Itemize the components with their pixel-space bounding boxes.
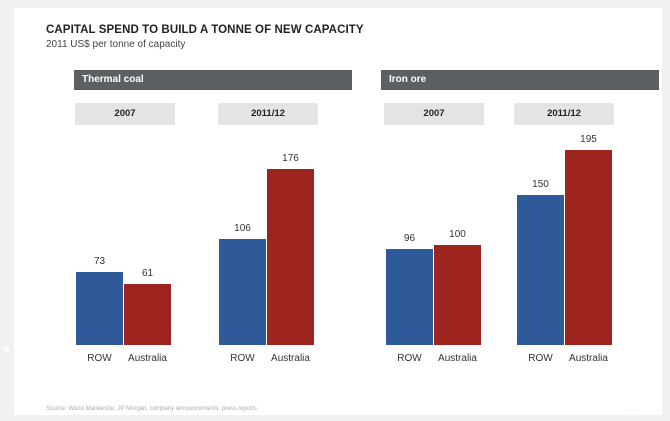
bar-value-label-1-1-0: 150 [532,179,549,190]
category-label-1-0-0: ROW [397,353,422,364]
period-label-thermal-2007: 2007 [75,103,175,125]
watermark-stamp: ··· [628,408,634,414]
bar-1-1-1 [565,150,612,345]
period-label-thermal-2011: 2011/12 [218,103,318,125]
bar-value-label-0-1-0: 106 [234,223,251,234]
category-label-0-1-0: ROW [230,353,255,364]
bar-value-label-1-0-0: 96 [404,233,416,244]
category-label-0-0-0: ROW [87,353,112,364]
category-label-0-1-1: Australia [271,353,310,364]
bar-value-label-0-0-0: 73 [94,256,106,267]
bar-1-0-0 [386,249,433,345]
category-label-1-1-1: Australia [569,353,608,364]
bar-value-label-1-0-1: 100 [449,229,466,240]
chart-card: CAPITAL SPEND TO BUILD A TONNE OF NEW CA… [14,8,662,415]
page-dot [4,347,9,352]
category-label-1-1-0: ROW [528,353,553,364]
bar-1-0-1 [434,245,481,345]
bar-0-1-1 [267,169,314,345]
chart-title: CAPITAL SPEND TO BUILD A TONNE OF NEW CA… [46,24,364,36]
period-label-iron-2007: 2007 [384,103,484,125]
bar-0-0-0 [76,272,123,345]
period-label-iron-2011: 2011/12 [514,103,614,125]
bar-0-0-1 [124,284,171,345]
panel-title-thermal-coal: Thermal coal [74,70,352,90]
bar-value-label-0-0-1: 61 [142,268,154,279]
chart-subtitle: 2011 US$ per tonne of capacity [46,39,186,50]
bar-value-label-1-1-1: 195 [580,134,597,145]
panel-title-iron-ore: Iron ore [381,70,659,90]
bar-value-label-0-1-1: 176 [282,153,299,164]
bar-1-1-0 [517,195,564,345]
category-label-0-0-1: Australia [128,353,167,364]
source-note: Source: Wood Mackenzie, JP Morgan, compa… [46,406,257,412]
bar-0-1-0 [219,239,266,345]
bar-chart: 73 ROW 61 Australia 106 ROW 176 Australia 96 ROW 1… [76,134,612,364]
category-label-1-0-1: Australia [438,353,477,364]
